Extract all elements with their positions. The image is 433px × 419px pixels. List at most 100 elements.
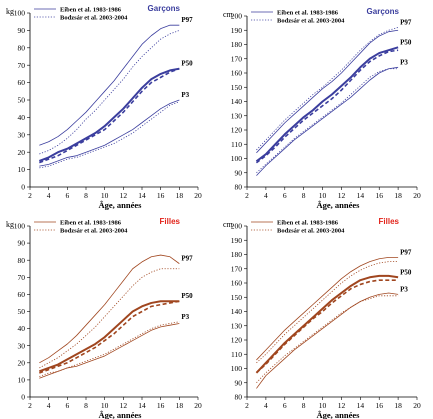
chart-title: Filles — [379, 217, 400, 226]
chart-panel-3: 80 90 100 110 120 130 140 150 160 170 180 190 200 2 4 6… — [223, 217, 421, 419]
x-tick-label: 6 — [65, 191, 69, 200]
x-tick-label: 6 — [65, 401, 69, 410]
y-tick-label: 10 — [18, 165, 26, 174]
x-axis-label: Âge, années — [317, 200, 361, 210]
y-tick-label: 0 — [21, 183, 25, 192]
x-tick-label: 10 — [319, 401, 327, 410]
x-tick-label: 4 — [264, 191, 268, 200]
series-line-p50-dashed-bold — [255, 49, 399, 164]
x-tick-label: 18 — [394, 191, 402, 200]
x-tick-label: 20 — [194, 191, 202, 200]
y-tick-label: 150 — [231, 293, 243, 302]
x-tick-label: 14 — [138, 401, 146, 410]
x-tick-label: 20 — [194, 401, 202, 410]
x-tick-label: 6 — [283, 401, 287, 410]
x-tick-label: 2 — [245, 191, 249, 200]
series-line-p97-solid — [39, 254, 180, 364]
y-tick-label: 140 — [231, 307, 243, 316]
x-tick-label: 8 — [84, 191, 88, 200]
y-tick-label: 30 — [18, 130, 26, 139]
x-tick-label: 16 — [157, 191, 165, 200]
x-tick-label: 16 — [157, 401, 165, 410]
x-tick-label: 10 — [101, 401, 109, 410]
y-tick-label: 20 — [18, 358, 26, 367]
y-tick-label: 100 — [231, 364, 243, 373]
x-tick-label: 10 — [101, 191, 109, 200]
percentile-label: P3 — [400, 58, 408, 66]
x-tick-label: 18 — [394, 401, 402, 410]
y-axis-label: cm — [223, 10, 234, 19]
y-tick-label: 80 — [235, 183, 243, 192]
chart-title: Filles — [160, 217, 181, 226]
legend-entry: Eiben et al. 1983-1986 — [60, 219, 122, 226]
y-tick-label: 180 — [231, 250, 243, 259]
y-tick-label: 110 — [231, 350, 242, 359]
y-tick-label: 180 — [231, 40, 243, 49]
series-line-p50-solid-bold — [38, 300, 180, 373]
y-tick-label: 140 — [231, 97, 243, 106]
series-line-p50-solid-bold — [38, 67, 180, 162]
series-line-p3-dotted — [256, 295, 399, 384]
x-tick-label: 10 — [319, 191, 327, 200]
y-tick-label: 90 — [18, 26, 26, 35]
x-tick-label: 16 — [375, 191, 383, 200]
legend-entry: Eiben et al. 1983-1986 — [60, 6, 122, 13]
y-tick-label: 70 — [18, 273, 26, 282]
series-line-p97-solid — [256, 256, 399, 361]
y-tick-label: 60 — [18, 78, 26, 87]
chart-panel-2: 0 10 20 30 40 50 60 70 80 90 100 2 4 6 8 10 12 14 16 18 20 kg… — [6, 217, 202, 419]
y-tick-label: 160 — [231, 69, 243, 78]
y-axis-label: kg — [6, 7, 14, 16]
x-tick-label: 12 — [338, 401, 346, 410]
series-line-p50-dashed-bold — [39, 67, 180, 164]
x-tick-label: 4 — [47, 401, 51, 410]
series-line-p97-dotted — [256, 261, 399, 364]
series-line-p50-solid-bold — [255, 274, 399, 374]
percentile-label: P97 — [181, 16, 193, 24]
x-tick-label: 12 — [338, 191, 346, 200]
x-tick-label: 2 — [28, 401, 32, 410]
legend-entry: Bodzsár et al. 2003-2004 — [277, 227, 345, 234]
y-tick-label: 190 — [231, 236, 243, 245]
legend-entry: Bodzsár et al. 2003-2004 — [60, 227, 128, 234]
series-line-p97-dotted — [39, 268, 180, 369]
y-tick-label: 40 — [18, 324, 26, 333]
y-tick-label: 100 — [231, 154, 243, 163]
y-tick-label: 70 — [18, 61, 26, 70]
y-tick-label: 40 — [18, 113, 26, 122]
series-line-p97-solid — [256, 29, 399, 154]
x-tick-label: 18 — [176, 401, 184, 410]
y-tick-label: 190 — [231, 26, 243, 35]
y-tick-label: 0 — [21, 393, 25, 402]
x-axis-label: Âge, années — [317, 410, 361, 419]
y-tick-label: 30 — [18, 341, 26, 350]
series-line-p3-dotted — [256, 68, 399, 174]
y-tick-label: 160 — [231, 279, 243, 288]
percentile-label: P3 — [181, 313, 189, 321]
percentile-label: P97 — [181, 255, 193, 263]
x-tick-label: 20 — [413, 191, 421, 200]
y-tick-label: 50 — [18, 96, 26, 105]
y-tick-label: 130 — [231, 321, 243, 330]
series-line-p3-dotted — [39, 101, 180, 169]
series-line-p3-solid — [256, 66, 399, 176]
y-tick-label: 130 — [231, 111, 243, 120]
percentile-label: P50 — [400, 268, 412, 276]
y-tick-label: 80 — [235, 393, 243, 402]
x-tick-label: 14 — [138, 191, 146, 200]
y-tick-label: 120 — [231, 336, 243, 345]
y-axis-label: kg — [6, 220, 14, 229]
legend-entry: Bodzsár et al. 2003-2004 — [277, 17, 345, 24]
x-tick-label: 8 — [84, 401, 88, 410]
x-tick-label: 8 — [302, 401, 306, 410]
series-line-p97-dotted — [39, 30, 180, 155]
x-tick-label: 16 — [375, 401, 383, 410]
legend-entry: Bodzsár et al. 2003-2004 — [60, 14, 128, 21]
y-tick-label: 20 — [18, 148, 26, 157]
y-axis-label: cm — [223, 220, 234, 229]
y-tick-label: 90 — [18, 239, 26, 248]
y-tick-label: 170 — [231, 264, 243, 273]
chart-panel-1: 80 90 100 110 120 130 140 150 160 170 180 190 200 2 4 6… — [223, 7, 421, 210]
y-tick-label: 200 — [231, 222, 243, 231]
y-tick-label: 60 — [18, 290, 26, 299]
